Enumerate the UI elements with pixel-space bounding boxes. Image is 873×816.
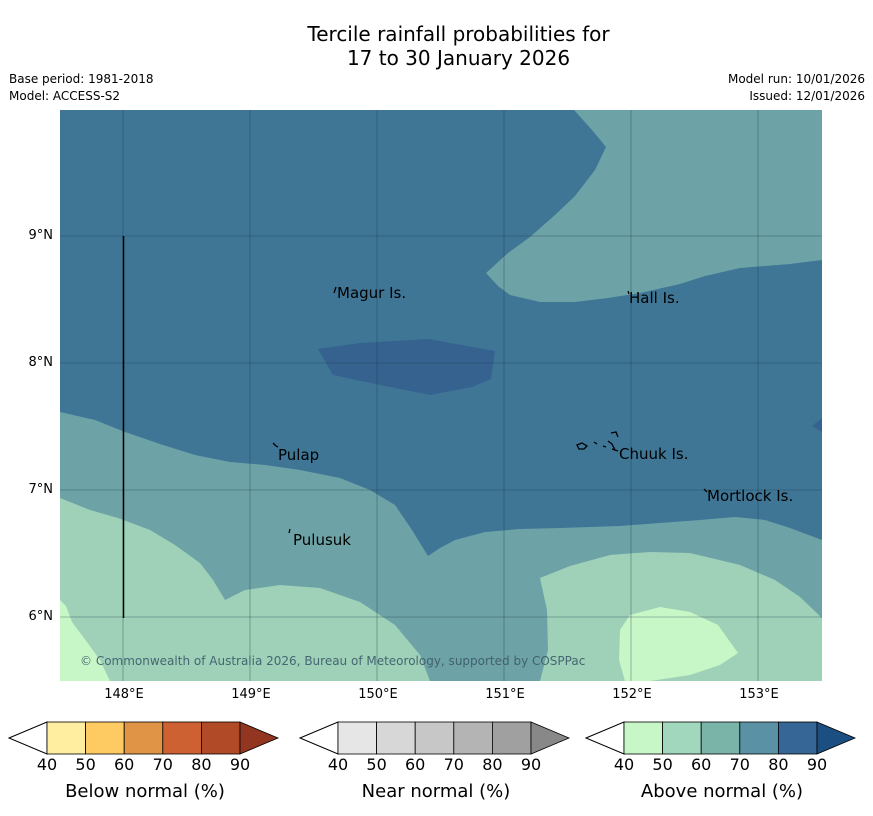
colorbar-upper-arrow: [816, 721, 857, 755]
lat-label-9: 9°N: [28, 228, 54, 243]
map-fill: Magur Is. Hall Is. Pulap Chuuk Is. Mortl…: [60, 110, 822, 681]
lon-label-150: 150°E: [358, 687, 398, 702]
pulusuk-island-outline: [288, 528, 291, 534]
tick: 50: [366, 755, 387, 774]
tick: 60: [114, 755, 135, 774]
cbar-above-lower-arrow: [585, 721, 625, 755]
cbar-above-swatches: [623, 721, 857, 755]
tick: 80: [191, 755, 212, 774]
colorbar-swatch: [337, 721, 377, 755]
island-outlines: [272, 286, 708, 534]
colorbar-swatch: [700, 721, 741, 755]
zone-above-40-50-se: [619, 607, 738, 681]
colorbar-swatch: [123, 721, 164, 755]
colorbar-swatch: [739, 721, 779, 755]
chart-title: Tercile rainfall probabilities for 17 to…: [0, 22, 873, 70]
colorbar-swatch: [200, 721, 241, 755]
tick: 60: [691, 755, 712, 774]
lon-label-151: 151°E: [485, 687, 525, 702]
lat-label-6: 6°N: [28, 609, 54, 624]
place-label-chuuk: Chuuk Is.: [619, 445, 688, 463]
colorbar-below-normal: [8, 721, 280, 755]
title-line-1: Tercile rainfall probabilities for: [307, 22, 610, 46]
tick: 70: [152, 755, 173, 774]
tick: 40: [613, 755, 635, 774]
mortlock-island-outline: [703, 488, 708, 493]
zone-above-80-90-centre: [318, 339, 495, 395]
colorbar-swatch: [46, 721, 86, 755]
meta-right: Model run: 10/01/2026 Issued: 12/01/2026: [728, 71, 865, 105]
tick: 40: [327, 755, 349, 774]
tick: 60: [405, 755, 426, 774]
colorbar-above-label: Above normal (%): [640, 781, 804, 802]
lat-label-8: 8°N: [28, 355, 54, 370]
place-label-magur: Magur Is.: [337, 284, 406, 302]
colorbar-swatch: [491, 721, 532, 755]
lon-label-149: 149°E: [231, 687, 271, 702]
hall-island-outline: [627, 290, 630, 295]
base-period: Base period: 1981-2018: [9, 72, 154, 86]
colorbar-swatch: [414, 721, 455, 755]
colorbar-upper-arrow: [530, 721, 571, 755]
colorbar-upper-arrow: [239, 721, 280, 755]
colorbar-swatch: [453, 721, 493, 755]
tick: 70: [729, 755, 750, 774]
tick: 90: [229, 755, 251, 774]
tick: 90: [520, 755, 542, 774]
colorbar-swatch: [376, 721, 416, 755]
colorbar-near-label: Near normal (%): [361, 781, 511, 802]
colorbar-swatch: [85, 721, 125, 755]
place-label-mortlock: Mortlock Is.: [707, 487, 793, 505]
chuuk-island-outline: [576, 431, 619, 452]
cbar-near-swatches: [337, 721, 571, 755]
cbar-below-lower-arrow: [8, 721, 48, 755]
zone-above-80-90-edge: [812, 418, 822, 432]
lon-label-152: 152°E: [612, 687, 652, 702]
place-label-hall: Hall Is.: [629, 289, 680, 307]
magur-island-outline: [333, 286, 337, 294]
lon-label-153: 153°E: [739, 687, 779, 702]
tick: 90: [806, 755, 828, 774]
colorbar-near-normal: [299, 721, 571, 755]
copyright-text: © Commonwealth of Australia 2026, Bureau…: [80, 654, 585, 668]
zone-above-40-50-sw: [60, 600, 110, 681]
zone-above-60-70-ne: [486, 110, 822, 302]
meta-left: Base period: 1981-2018 Model: ACCESS-S2: [9, 71, 154, 105]
tick: 50: [652, 755, 673, 774]
tick: 40: [36, 755, 58, 774]
lon-label-148: 148°E: [104, 687, 144, 702]
colorbar-swatch: [162, 721, 202, 755]
tick: 80: [768, 755, 789, 774]
tick: 70: [443, 755, 464, 774]
pulap-island-outline: [272, 442, 279, 448]
colorbar-swatch: [662, 721, 702, 755]
lat-label-7: 7°N: [28, 482, 54, 497]
place-label-pulusuk: Pulusuk: [293, 531, 351, 549]
model-run: Model run: 10/01/2026: [727, 72, 865, 86]
cbar-near-lower-arrow: [299, 721, 339, 755]
issued-date: Issued: 12/01/2026: [749, 89, 865, 103]
colorbar-above-normal: [585, 721, 857, 755]
colorbar-swatch: [623, 721, 663, 755]
cbar-below-swatches: [46, 721, 280, 755]
colorbar-below-label: Below normal (%): [65, 781, 225, 802]
model-name: Model: ACCESS-S2: [9, 89, 121, 103]
tick: 50: [75, 755, 96, 774]
colorbar-swatch: [777, 721, 818, 755]
tick: 80: [482, 755, 503, 774]
title-line-2: 17 to 30 January 2026: [346, 46, 571, 70]
place-label-pulap: Pulap: [278, 446, 319, 464]
